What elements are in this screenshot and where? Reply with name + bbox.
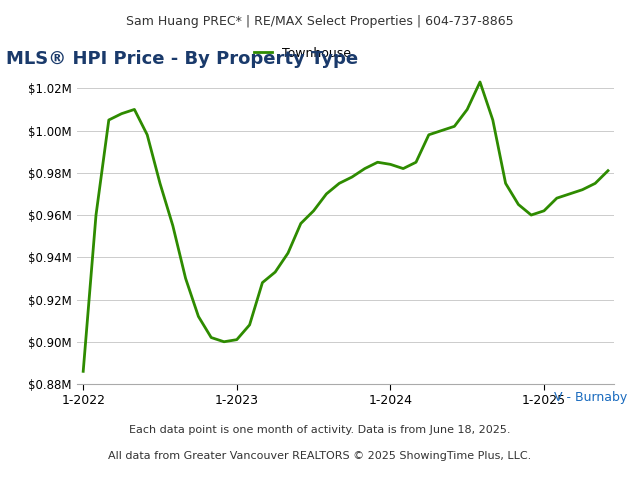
Legend: Townhouse: Townhouse bbox=[249, 42, 356, 65]
Text: V - Burnaby: V - Burnaby bbox=[554, 391, 627, 404]
Text: Sam Huang PREC* | RE/MAX Select Properties | 604-737-8865: Sam Huang PREC* | RE/MAX Select Properti… bbox=[126, 15, 514, 28]
Text: Each data point is one month of activity. Data is from June 18, 2025.: Each data point is one month of activity… bbox=[129, 425, 511, 435]
Text: MLS® HPI Price - By Property Type: MLS® HPI Price - By Property Type bbox=[6, 50, 358, 68]
Text: All data from Greater Vancouver REALTORS © 2025 ShowingTime Plus, LLC.: All data from Greater Vancouver REALTORS… bbox=[108, 451, 532, 461]
